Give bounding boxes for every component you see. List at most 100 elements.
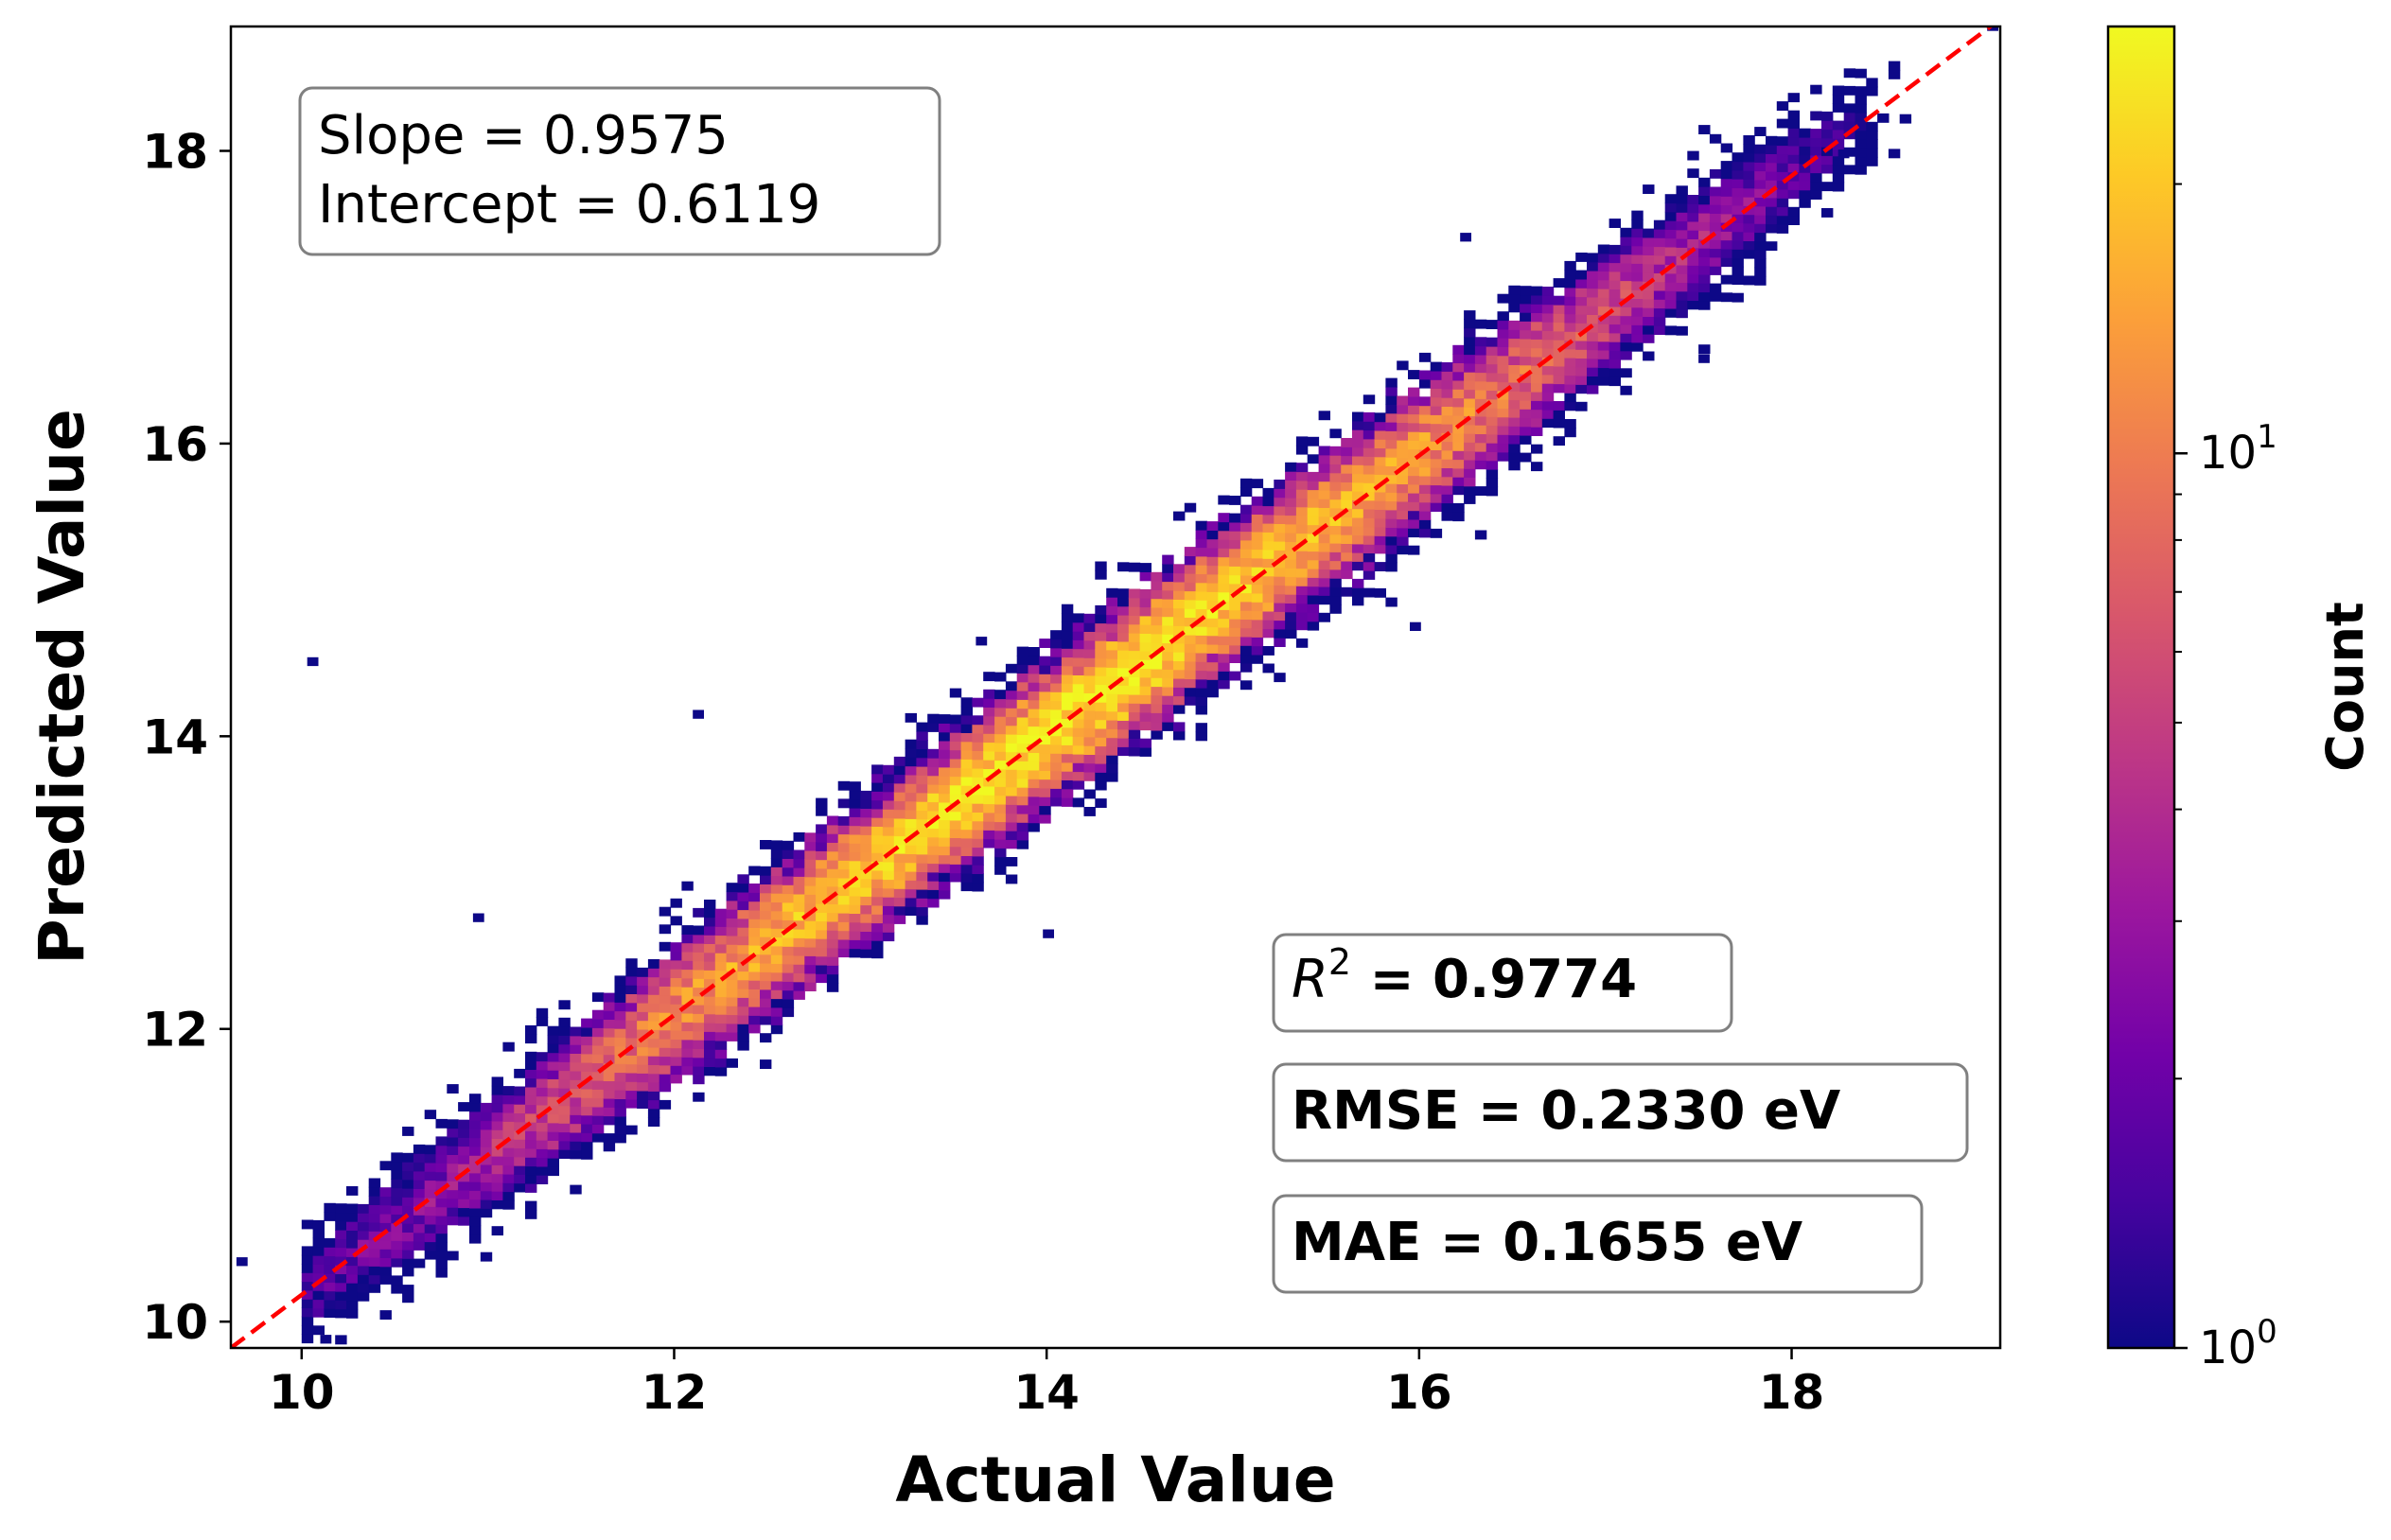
heatmap-cell (525, 1130, 537, 1141)
heatmap-cell (760, 989, 772, 999)
heatmap-cell (625, 1098, 638, 1109)
heatmap-cell (871, 791, 884, 801)
heatmap-outlier-cell (1837, 149, 1850, 159)
heatmap-cell (469, 1190, 482, 1200)
heatmap-cell (1732, 169, 1744, 180)
heatmap-cell (1609, 297, 1621, 307)
heatmap-cell (1385, 562, 1398, 572)
heatmap-cell (1508, 434, 1521, 445)
heatmap-cell (1095, 719, 1107, 729)
heatmap-cell (1274, 480, 1286, 489)
heatmap-cell (1363, 447, 1376, 457)
heatmap-cell (1307, 542, 1320, 552)
heatmap-cell (726, 953, 738, 963)
heatmap-cell (714, 935, 728, 945)
heatmap-cell (1821, 208, 1834, 218)
heatmap-cell (760, 1059, 772, 1069)
heatmap-cell (1866, 156, 1878, 166)
heatmap-cell (312, 1219, 325, 1230)
heatmap-cell (1452, 485, 1465, 496)
heatmap-cell (536, 1017, 549, 1026)
heatmap-cell (603, 1089, 616, 1099)
heatmap-cell (860, 851, 872, 862)
heatmap-cell (1508, 364, 1521, 375)
heatmap-cell (1162, 642, 1174, 653)
heatmap-cell (346, 1291, 359, 1302)
heatmap-cell (1329, 586, 1342, 597)
heatmap-cell (1587, 306, 1599, 315)
heatmap-cell (1083, 657, 1096, 668)
heatmap-cell (972, 794, 984, 804)
heatmap-cell (1341, 464, 1353, 474)
heatmap-cell (983, 707, 995, 717)
heatmap-cell (1061, 718, 1074, 728)
heatmap-cell (1787, 181, 1800, 190)
heatmap-cell (1083, 674, 1096, 685)
heatmap-cell (849, 869, 861, 879)
heatmap-cell (693, 934, 705, 944)
heatmap-cell (1843, 112, 1856, 122)
heatmap-cell (480, 1138, 493, 1147)
heatmap-cell (1262, 646, 1275, 656)
heatmap-cell (782, 998, 795, 1008)
heatmap-cell (782, 928, 795, 938)
heatmap-cell (737, 962, 749, 972)
heatmap-cell (994, 786, 1007, 796)
heatmap-cell (893, 853, 906, 863)
heatmap-cell (1575, 323, 1588, 333)
heatmap-cell (1418, 484, 1432, 494)
heatmap-cell (1117, 640, 1130, 651)
heatmap-cell (1251, 479, 1264, 489)
heatmap-cell (793, 902, 805, 913)
heatmap-cell (1072, 727, 1085, 737)
heatmap-cell (502, 1182, 515, 1193)
heatmap-cell (1609, 271, 1621, 281)
heatmap-cell (647, 1108, 660, 1118)
heatmap-cell (1452, 477, 1465, 486)
heatmap-cell (558, 1088, 571, 1097)
heatmap-cell (570, 1141, 582, 1151)
heatmap-cell (1408, 483, 1420, 494)
heatmap-cell (726, 900, 738, 910)
heatmap-cell (1709, 283, 1722, 293)
heatmap-cell (1430, 361, 1443, 372)
heatmap-cell (1520, 409, 1532, 418)
heatmap-cell (1218, 671, 1230, 681)
heatmap-cell (871, 782, 884, 792)
heatmap-cell (1095, 692, 1107, 703)
heatmap-cell (1843, 121, 1856, 131)
heatmap-cell (1698, 256, 1711, 267)
heatmap-cell (1195, 731, 1207, 742)
heatmap-cell (1162, 669, 1174, 679)
heatmap-cell (1553, 313, 1565, 324)
heatmap-cell (1418, 528, 1432, 538)
heatmap-cell (324, 1247, 336, 1257)
heatmap-cell (1139, 711, 1152, 722)
heatmap-cell (1620, 271, 1632, 282)
heatmap-cell (782, 901, 795, 912)
heatmap-cell (793, 876, 805, 886)
heatmap-cell (737, 979, 749, 989)
heatmap-cell (1575, 349, 1588, 359)
heatmap-cell (1855, 86, 1867, 96)
heatmap-cell (491, 1181, 503, 1192)
heatmap-cell (581, 1062, 593, 1072)
heatmap-cell (1239, 610, 1253, 620)
heatmap-cell (1095, 675, 1107, 686)
heatmap-cell (782, 954, 795, 965)
colorbar-gradient (2106, 25, 2176, 1350)
heatmap-cell (346, 1238, 359, 1249)
heatmap-cell (1139, 668, 1152, 678)
heatmap-cell (1329, 560, 1342, 570)
heatmap-cell (871, 861, 884, 871)
heatmap-cell (581, 1071, 593, 1081)
heatmap-cell (402, 1197, 414, 1207)
heatmap-cell (983, 715, 995, 726)
rmse-annotation-box: RMSE = 0.2330 eV (1272, 1062, 1969, 1163)
heatmap-cell (1162, 581, 1174, 591)
heatmap-cell (782, 866, 795, 877)
heatmap-cell (1799, 146, 1811, 156)
heatmap-cell (368, 1248, 381, 1258)
heatmap-cell (1620, 245, 1632, 255)
y-tick-label: 16 (142, 417, 208, 472)
